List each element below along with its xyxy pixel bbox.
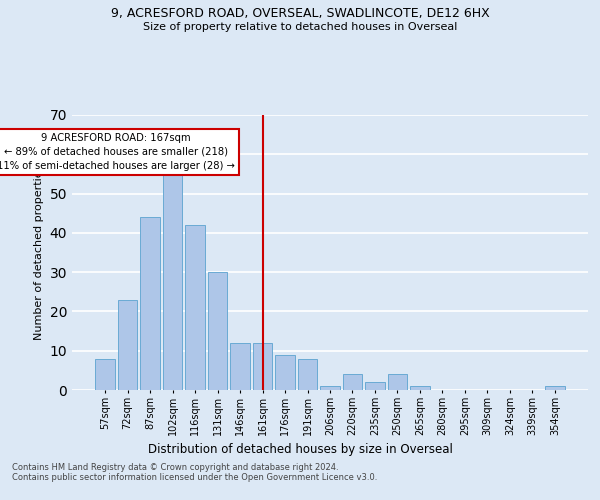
Text: Contains HM Land Registry data © Crown copyright and database right 2024.
Contai: Contains HM Land Registry data © Crown c… [12,462,377,482]
Bar [163,166,182,390]
Bar [298,358,317,390]
Bar [118,300,137,390]
Text: 9, ACRESFORD ROAD, OVERSEAL, SWADLINCOTE, DE12 6HX: 9, ACRESFORD ROAD, OVERSEAL, SWADLINCOTE… [110,8,490,20]
Bar [253,343,272,390]
Y-axis label: Number of detached properties: Number of detached properties [34,165,44,340]
Bar [208,272,227,390]
Bar [185,225,205,390]
Bar [343,374,362,390]
Text: Distribution of detached houses by size in Overseal: Distribution of detached houses by size … [148,442,452,456]
Bar [388,374,407,390]
Bar [95,358,115,390]
Bar [365,382,385,390]
Bar [320,386,340,390]
Bar [230,343,250,390]
Text: 9 ACRESFORD ROAD: 167sqm
← 89% of detached houses are smaller (218)
11% of semi-: 9 ACRESFORD ROAD: 167sqm ← 89% of detach… [0,132,235,170]
Text: Size of property relative to detached houses in Overseal: Size of property relative to detached ho… [143,22,457,32]
Bar [275,354,295,390]
Bar [140,217,160,390]
Bar [545,386,565,390]
Bar [410,386,430,390]
